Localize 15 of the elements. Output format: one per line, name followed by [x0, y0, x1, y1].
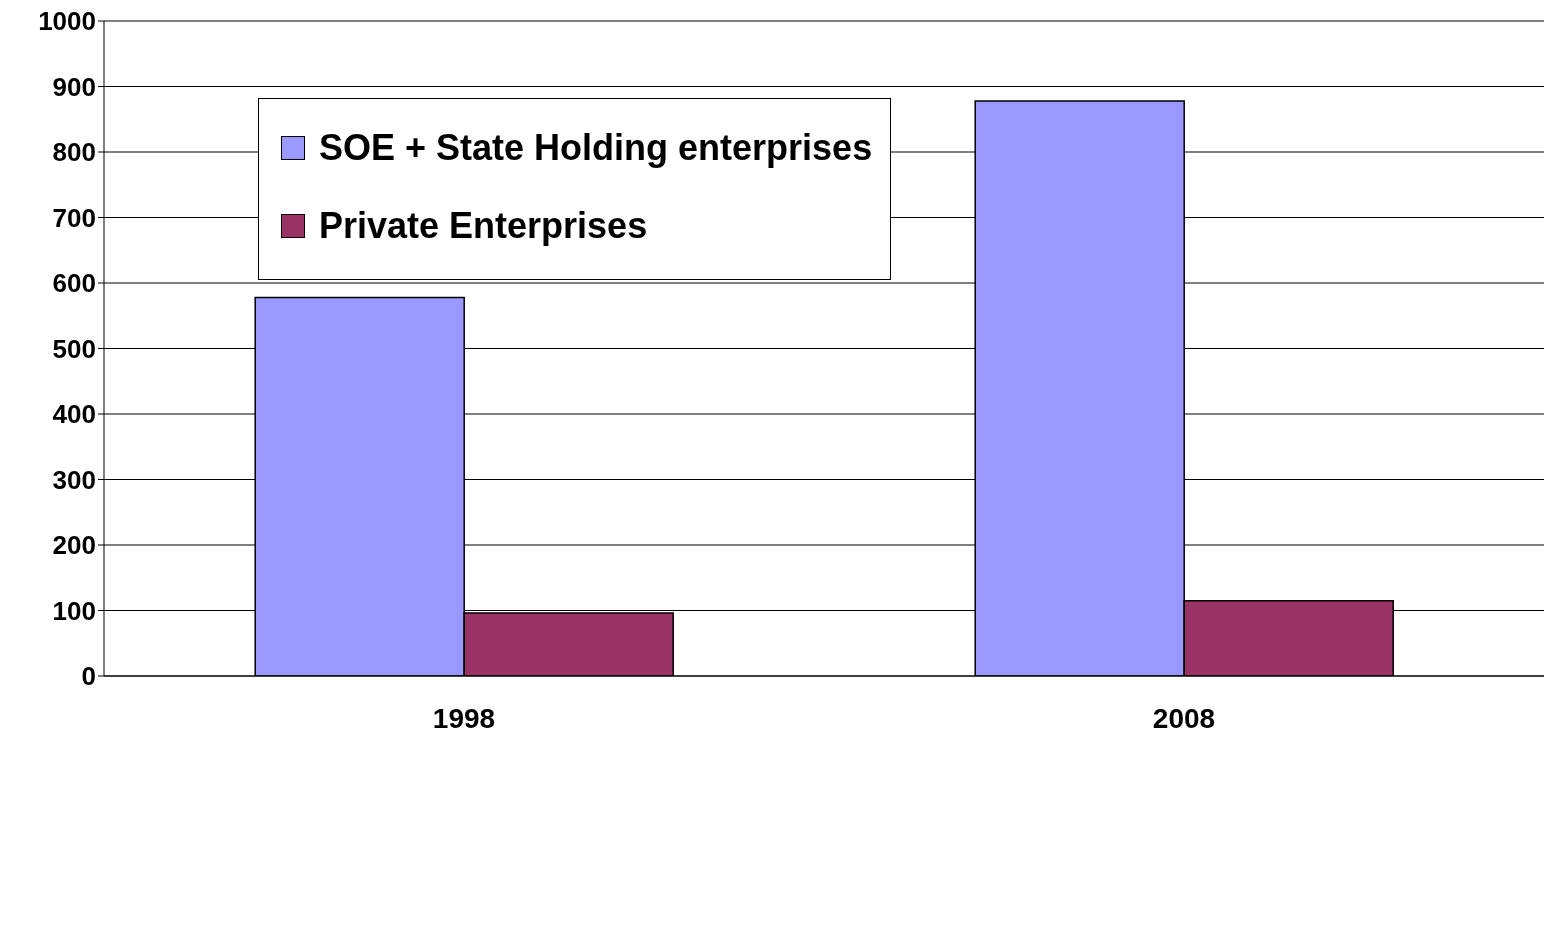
- y-tick-label: 800: [52, 137, 96, 168]
- y-tick-label: 700: [52, 202, 96, 233]
- y-tick-label: 0: [81, 661, 96, 692]
- y-tick-label: 400: [52, 399, 96, 430]
- x-tick-label: 2008: [1152, 702, 1216, 734]
- y-tick-label: 100: [52, 595, 96, 626]
- y-tick-label: 1000: [38, 6, 96, 37]
- y-tick-label: 900: [52, 71, 96, 102]
- y-tick-label: 500: [52, 333, 96, 364]
- legend-label: Private Enterprises: [319, 205, 648, 247]
- y-tick-label: 200: [52, 530, 96, 561]
- x-tick-label: 1998: [432, 702, 496, 734]
- legend-label: SOE + State Holding enterprises: [319, 127, 873, 169]
- y-tick-label: 300: [52, 464, 96, 495]
- y-tick-label: 600: [52, 268, 96, 299]
